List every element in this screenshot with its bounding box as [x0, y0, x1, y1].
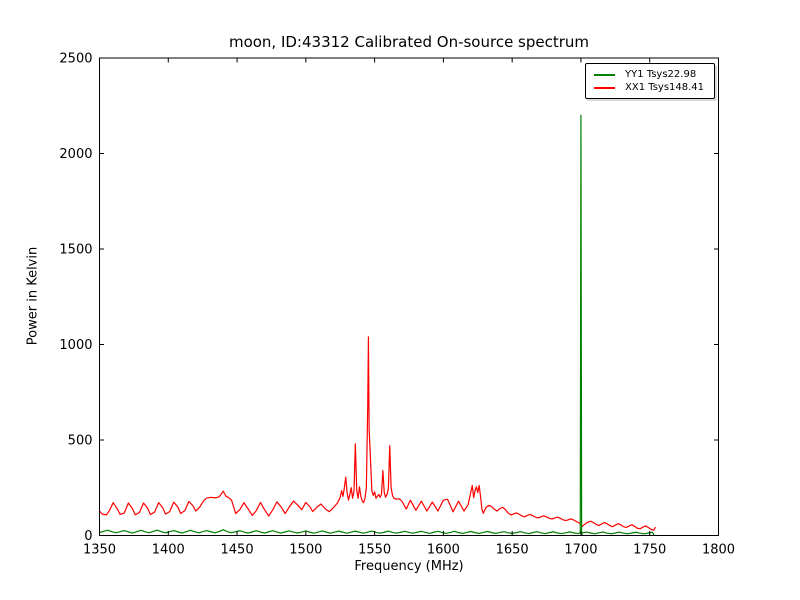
y-tick-label: 1000	[59, 338, 92, 353]
y-tick-label: 1500	[59, 243, 92, 258]
legend-line-sample	[594, 73, 615, 76]
x-tick-label: 1700	[564, 543, 597, 558]
x-tick-label: 1650	[496, 543, 529, 558]
x-tick-label: 1500	[289, 543, 322, 558]
y-tick-label: 500	[68, 434, 93, 449]
axes-frame	[99, 57, 719, 536]
x-tick-label: 1800	[702, 543, 735, 558]
legend-label: XX1 Tsys148.41	[625, 82, 705, 93]
y-tick-label: 2500	[59, 52, 92, 67]
x-tick-label: 1400	[152, 543, 185, 558]
y-tick-label: 2000	[59, 147, 92, 162]
x-tick-label: 1450	[221, 543, 254, 558]
x-tick-label: 1750	[633, 543, 666, 558]
y-tick-label: 0	[84, 529, 92, 544]
legend-entry: XX1 Tsys148.41	[586, 81, 714, 94]
y-axis-label: Power in Kelvin	[25, 246, 41, 346]
legend-entry: YY1 Tsys22.98	[586, 68, 714, 81]
series-line-yy1	[98, 114, 655, 536]
legend-label: YY1 Tsys22.98	[625, 69, 697, 80]
x-tick-label: 1600	[427, 543, 460, 558]
legend: YY1 Tsys22.98 XX1 Tsys148.41	[585, 63, 715, 99]
x-axis-label: Frequency (MHz)	[354, 559, 464, 574]
chart-title: moon, ID:43312 Calibrated On-source spec…	[228, 33, 590, 51]
x-tick-label: 1350	[83, 543, 116, 558]
legend-line-sample	[594, 86, 615, 89]
series-line-xx1	[98, 336, 656, 531]
x-tick-label: 1550	[358, 543, 391, 558]
